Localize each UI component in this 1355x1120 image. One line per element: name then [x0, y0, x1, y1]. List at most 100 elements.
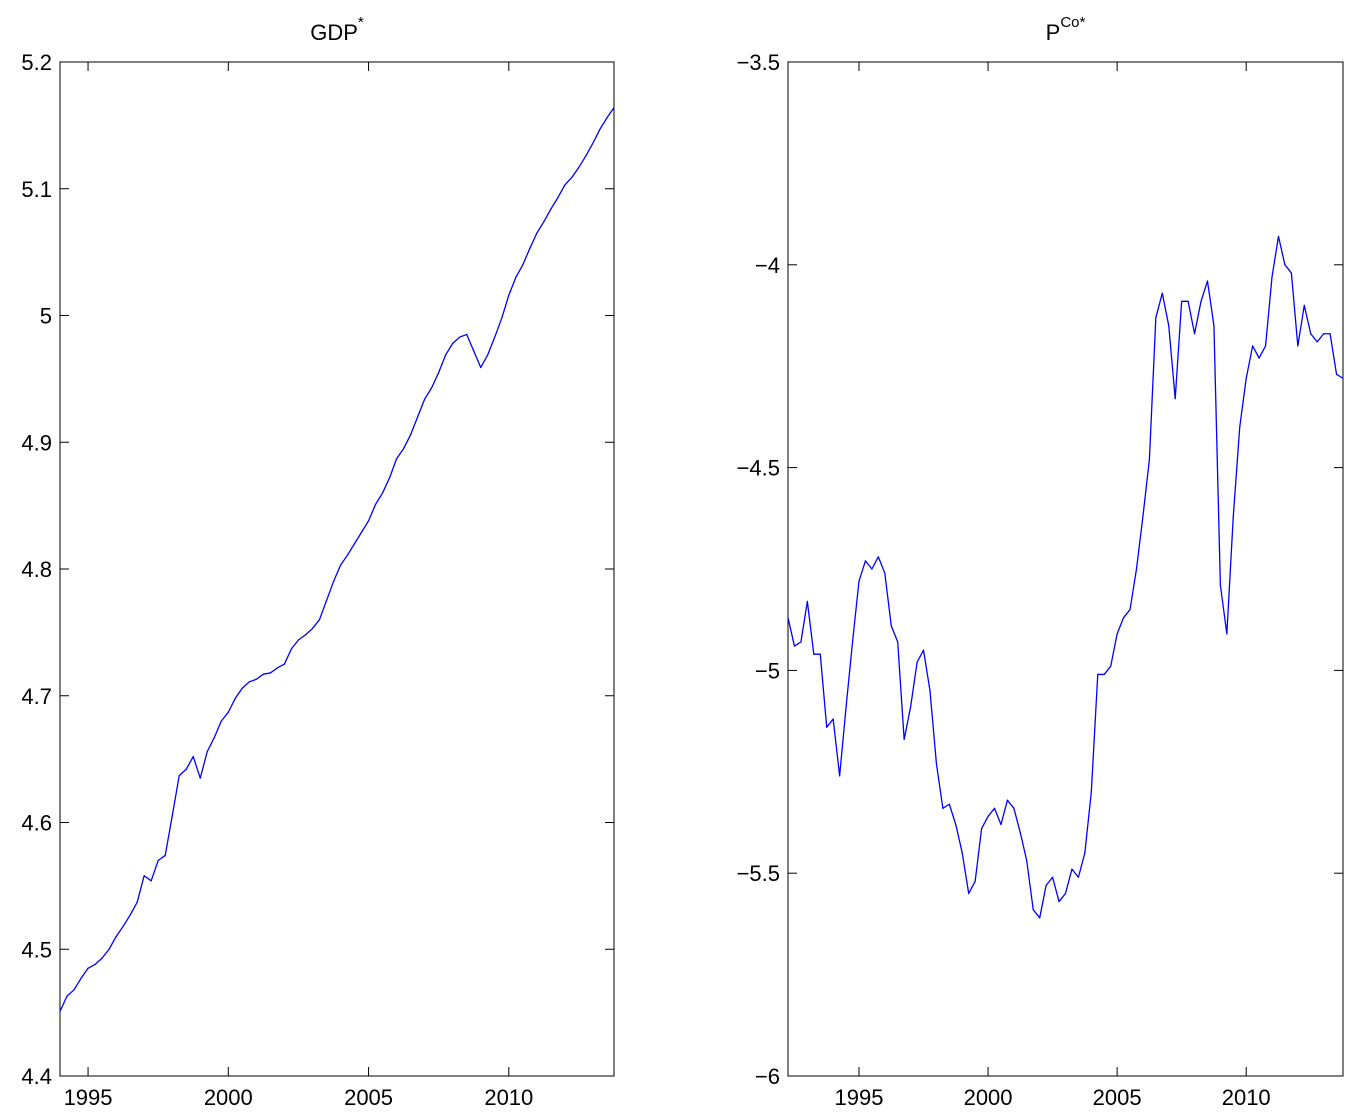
gdp-panel: GDP* 4.4 4.5 4.6 4.7 4.8 4.9 5 5.1 5.2 1995 2000 200… — [21, 14, 615, 1110]
data-point — [592, 142, 594, 144]
data-point — [948, 803, 950, 805]
data-point — [813, 653, 815, 655]
data-point — [903, 738, 905, 740]
data-point — [1226, 633, 1228, 635]
data-point — [557, 197, 559, 199]
y-tick-label: 4.6 — [21, 811, 52, 836]
data-point — [494, 336, 496, 338]
data-point — [318, 619, 321, 621]
data-point — [1168, 325, 1170, 327]
data-point — [1187, 300, 1189, 302]
data-point — [1110, 665, 1112, 667]
y-tick-label: 5.2 — [21, 50, 52, 75]
data-point — [935, 763, 938, 765]
data-point — [1252, 345, 1254, 347]
plot-area-frame — [59, 61, 615, 1077]
data-point — [80, 977, 82, 980]
data-point — [1103, 673, 1105, 676]
data-point — [1342, 377, 1344, 379]
data-point — [1084, 852, 1086, 854]
data-point — [515, 276, 517, 279]
data-point — [916, 661, 918, 663]
data-point — [1219, 584, 1221, 586]
data-point — [424, 398, 426, 400]
x-tick-label: 2000 — [964, 1085, 1013, 1110]
data-point — [806, 600, 808, 603]
data-point — [508, 294, 510, 296]
y-tick-label: −4 — [755, 253, 780, 278]
chart-title-text: P — [1046, 20, 1061, 45]
y-tick-label: 5 — [40, 304, 52, 329]
data-point — [871, 568, 873, 570]
data-point — [1155, 316, 1157, 319]
data-point — [1129, 608, 1131, 611]
data-point — [178, 775, 180, 777]
data-point — [793, 645, 796, 647]
data-point — [129, 914, 131, 916]
data-point — [59, 1010, 61, 1012]
data-point — [858, 580, 860, 582]
x-tick-label: 2000 — [204, 1085, 253, 1110]
data-point — [87, 967, 89, 969]
data-point — [290, 648, 293, 650]
data-point — [374, 503, 377, 505]
data-point — [255, 678, 257, 680]
data-point — [1303, 304, 1305, 306]
data-point — [1122, 617, 1125, 619]
data-point — [213, 736, 215, 739]
data-point — [388, 477, 391, 479]
data-point — [332, 581, 335, 583]
data-point — [1135, 568, 1138, 570]
data-point — [1116, 633, 1118, 635]
chart-title: GDP* — [310, 14, 364, 45]
chart-title-superscript: Co* — [1060, 14, 1085, 31]
data-point — [845, 706, 847, 708]
data-point — [1264, 345, 1267, 347]
data-point — [1232, 515, 1234, 517]
data-point — [403, 447, 405, 450]
data-point — [206, 750, 208, 753]
data-point — [150, 880, 152, 882]
data-point — [1026, 860, 1028, 862]
x-tick-label: 2005 — [1093, 1085, 1142, 1110]
data-point — [890, 625, 892, 627]
data-point — [522, 264, 524, 266]
data-point — [1277, 235, 1280, 238]
data-point — [606, 117, 608, 119]
data-point — [585, 155, 587, 157]
data-point — [993, 807, 996, 809]
data-point — [417, 416, 419, 418]
data-point — [922, 649, 925, 651]
data-point — [1142, 515, 1144, 517]
data-point — [346, 554, 349, 556]
y-tick-label: 4.4 — [21, 1064, 52, 1089]
data-point — [1239, 426, 1241, 428]
data-point — [262, 673, 264, 675]
data-point — [1213, 325, 1215, 327]
data-point — [94, 963, 96, 966]
data-point — [987, 815, 989, 818]
data-point — [487, 354, 489, 356]
chart-title-superscript: * — [358, 14, 364, 31]
data-point — [864, 560, 867, 562]
data-point — [452, 342, 454, 344]
data-point — [877, 556, 879, 558]
data-point — [1161, 292, 1163, 294]
data-point — [1323, 333, 1325, 335]
data-point — [227, 711, 229, 713]
data-point — [910, 706, 912, 708]
data-point — [1148, 458, 1150, 461]
data-point — [884, 572, 886, 574]
y-tick-label: 5.1 — [21, 177, 52, 202]
data-point — [473, 350, 475, 352]
data-point — [234, 697, 236, 699]
data-point — [529, 247, 531, 249]
data-point — [143, 875, 145, 877]
data-point — [1310, 333, 1312, 335]
data-point — [1329, 333, 1331, 335]
data-point — [1316, 341, 1318, 343]
data-point — [101, 957, 103, 959]
data-point — [826, 726, 828, 728]
data-point — [1064, 892, 1067, 895]
data-point — [1258, 357, 1260, 359]
